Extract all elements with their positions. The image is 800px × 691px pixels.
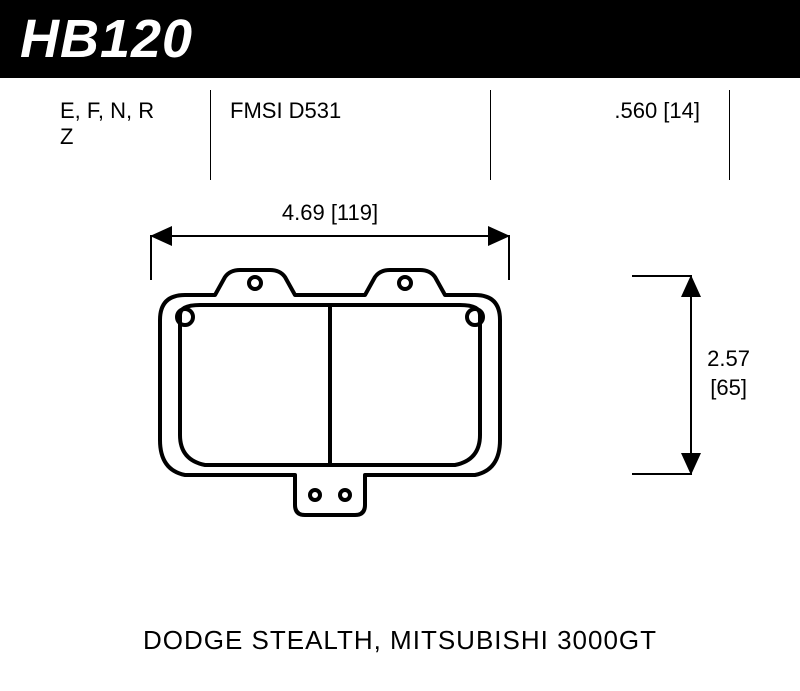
compounds-column: E, F, N, R Z bbox=[60, 98, 230, 150]
spec-row: E, F, N, R Z FMSI D531 .560 [14] bbox=[0, 78, 800, 160]
arrow-right-icon bbox=[488, 226, 510, 246]
compounds-line1: E, F, N, R bbox=[60, 98, 230, 124]
header-bar: HB120 bbox=[0, 0, 800, 78]
thickness-column: .560 [14] bbox=[510, 98, 760, 150]
arrow-up-icon bbox=[681, 275, 701, 297]
applications-footer: DODGE STEALTH, MITSUBISHI 3000GT bbox=[0, 625, 800, 656]
arrow-left-icon bbox=[150, 226, 172, 246]
height-dimension: 2.57 [65] bbox=[610, 275, 730, 475]
width-dimension: 4.69 [119] bbox=[150, 200, 510, 250]
compounds-line2: Z bbox=[60, 124, 230, 150]
divider bbox=[729, 90, 730, 180]
part-number: HB120 bbox=[20, 8, 780, 70]
fmsi-column: FMSI D531 bbox=[230, 98, 510, 150]
height-label: 2.57 [65] bbox=[707, 345, 750, 402]
fmsi-code: FMSI D531 bbox=[230, 98, 510, 124]
height-value-mm: [65] bbox=[707, 374, 750, 403]
divider bbox=[210, 90, 211, 180]
width-label: 4.69 [119] bbox=[278, 200, 382, 226]
thickness-value: .560 [14] bbox=[510, 98, 700, 124]
dimension-line bbox=[690, 275, 692, 475]
arrow-down-icon bbox=[681, 453, 701, 475]
divider bbox=[490, 90, 491, 180]
height-value-in: 2.57 bbox=[707, 345, 750, 374]
diagram-area: 4.69 [119] bbox=[0, 180, 800, 600]
dimension-line bbox=[150, 235, 510, 237]
brake-pad-outline bbox=[130, 265, 530, 545]
